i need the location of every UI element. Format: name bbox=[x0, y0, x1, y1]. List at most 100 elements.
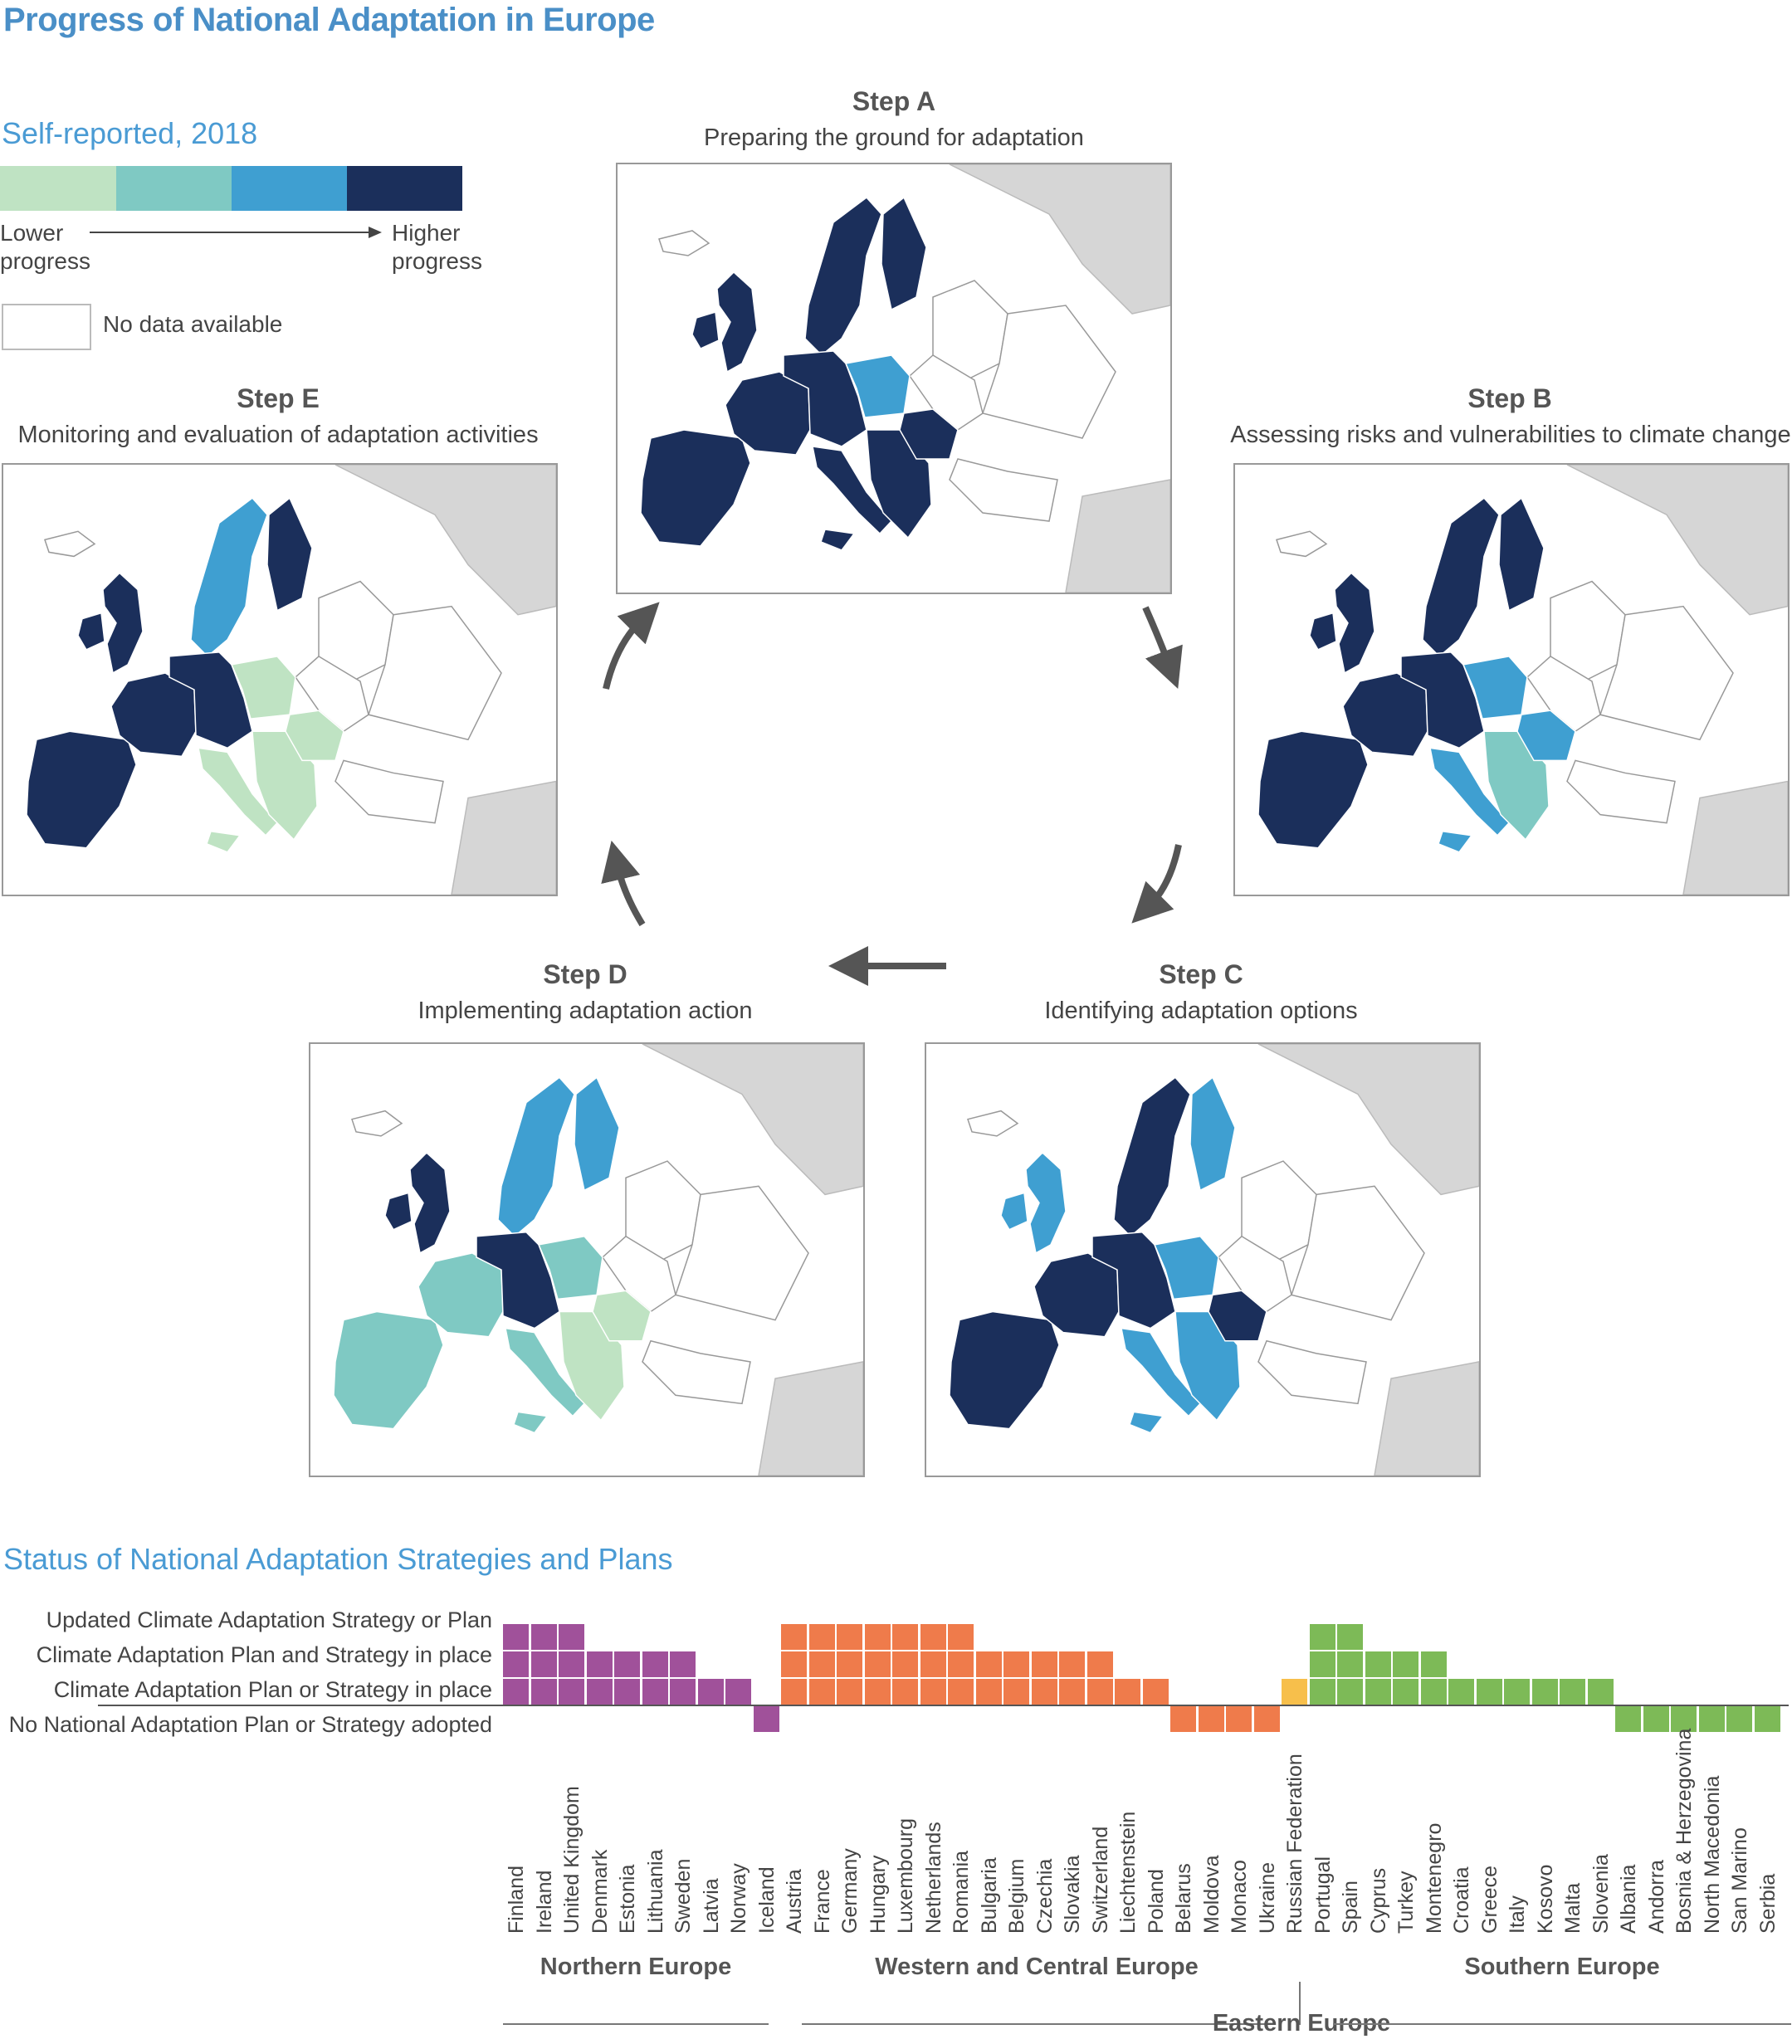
map-no-data-region bbox=[675, 1185, 809, 1321]
step-b-title: Step B bbox=[1467, 383, 1552, 413]
status-cell bbox=[1337, 1679, 1363, 1705]
country-label: Moldova bbox=[1199, 1855, 1223, 1934]
level-label-plan-and-strategy: Climate Adaptation Plan and Strategy in … bbox=[36, 1642, 492, 1667]
map-region-iberia bbox=[949, 1310, 1060, 1430]
country-label: Luxembourg bbox=[894, 1818, 917, 1934]
status-cell bbox=[1448, 1679, 1474, 1705]
status-cell bbox=[1086, 1679, 1113, 1705]
map-region-romania bbox=[1516, 710, 1576, 762]
country-label: Switzerland bbox=[1088, 1826, 1112, 1934]
status-cell bbox=[948, 1624, 974, 1650]
legend-lower-label: Lower progress bbox=[0, 220, 90, 274]
map-region-scandinavia bbox=[1113, 1076, 1191, 1237]
step-d-map bbox=[309, 1042, 865, 1477]
map-region-central bbox=[1091, 1231, 1176, 1329]
status-cell bbox=[920, 1651, 946, 1677]
status-cell bbox=[837, 1651, 862, 1677]
country-label: Iceland bbox=[754, 1866, 779, 1934]
status-cell bbox=[1337, 1624, 1363, 1650]
region-line-eastern bbox=[1299, 1982, 1301, 2025]
map-no-data-region bbox=[642, 1339, 751, 1405]
country-label: Ireland bbox=[532, 1870, 556, 1934]
page-title: Progress of National Adaptation in Europ… bbox=[3, 2, 655, 38]
country-label: Italy bbox=[1506, 1895, 1529, 1934]
status-cell-none bbox=[753, 1706, 779, 1732]
status-cell bbox=[559, 1679, 584, 1705]
level-label-none: No National Adaptation Plan or Strategy … bbox=[8, 1712, 492, 1737]
country-label: Malta bbox=[1561, 1882, 1584, 1934]
map-no-data-region bbox=[368, 605, 502, 741]
map-region-scandinavia bbox=[804, 196, 882, 357]
legend-no-data-label: No data available bbox=[103, 311, 283, 337]
status-cell bbox=[781, 1679, 807, 1705]
country-label: San Marino bbox=[1728, 1827, 1751, 1934]
status-cell-none bbox=[1615, 1706, 1641, 1732]
status-cell bbox=[864, 1651, 891, 1677]
status-cell bbox=[1003, 1651, 1029, 1677]
status-cell bbox=[725, 1679, 751, 1705]
status-cell bbox=[808, 1624, 835, 1650]
country-label: Poland bbox=[1144, 1869, 1168, 1934]
status-cell bbox=[586, 1679, 613, 1705]
map-region-finland bbox=[266, 496, 313, 612]
level-label-plan-or-strategy: Climate Adaptation Plan or Strategy in p… bbox=[53, 1677, 492, 1702]
cycle-arrows bbox=[601, 602, 1183, 986]
status-cell bbox=[670, 1651, 696, 1677]
map-region-scandinavia bbox=[497, 1076, 575, 1237]
map-region-iberia bbox=[640, 429, 751, 547]
legend-arrow bbox=[90, 227, 382, 238]
status-cell bbox=[1587, 1679, 1614, 1705]
status-cell bbox=[1282, 1679, 1307, 1705]
status-cell bbox=[808, 1679, 835, 1705]
step-b-subtitle: Assessing risks and vulnerabilities to c… bbox=[1230, 422, 1791, 448]
status-cell-none bbox=[1170, 1706, 1196, 1732]
status-cell bbox=[503, 1651, 529, 1677]
status-cell bbox=[837, 1624, 862, 1650]
map-iceland bbox=[658, 230, 710, 256]
map-region-italy bbox=[812, 446, 893, 551]
country-label: Andorra bbox=[1644, 1860, 1668, 1934]
country-label: Liechtenstein bbox=[1116, 1811, 1140, 1934]
status-cell bbox=[1560, 1679, 1585, 1705]
status-cell bbox=[920, 1624, 946, 1650]
status-cell bbox=[837, 1679, 862, 1705]
status-cell bbox=[586, 1651, 613, 1677]
status-cell bbox=[1393, 1651, 1418, 1677]
country-label: Croatia bbox=[1450, 1866, 1473, 1934]
status-cell bbox=[614, 1651, 640, 1677]
step-c-map bbox=[925, 1042, 1481, 1477]
status-cell bbox=[1115, 1679, 1140, 1705]
legend-no-data-swatch bbox=[2, 304, 91, 350]
arrow-a-to-b bbox=[1142, 606, 1183, 689]
status-cell-none bbox=[1698, 1706, 1725, 1732]
legend-swatch-1 bbox=[0, 166, 116, 211]
country-label: Ukraine bbox=[1255, 1861, 1279, 1934]
status-cell-none bbox=[1253, 1706, 1280, 1732]
status-cell bbox=[1420, 1679, 1447, 1705]
status-cell bbox=[1365, 1679, 1391, 1705]
status-cell bbox=[864, 1679, 891, 1705]
status-cell bbox=[1309, 1679, 1335, 1705]
map-region-romania bbox=[285, 710, 344, 762]
country-label: Serbia bbox=[1755, 1873, 1780, 1934]
status-cell bbox=[1420, 1651, 1447, 1677]
step-e-title: Step E bbox=[237, 383, 320, 413]
status-cell bbox=[1476, 1679, 1502, 1705]
map-region-british-isles bbox=[1000, 1151, 1067, 1255]
status-cell bbox=[1059, 1679, 1085, 1705]
status-cell-none bbox=[1726, 1706, 1752, 1732]
status-cell bbox=[614, 1679, 640, 1705]
step-e-subtitle: Monitoring and evaluation of adaptation … bbox=[17, 422, 539, 448]
country-label: Slovenia bbox=[1589, 1854, 1613, 1934]
step-d-subtitle: Implementing adaptation action bbox=[417, 998, 753, 1024]
map-region-finland bbox=[1498, 496, 1545, 612]
status-cell bbox=[1003, 1679, 1029, 1705]
country-label: Lithuania bbox=[643, 1849, 667, 1934]
region-line-western bbox=[802, 2023, 1272, 2025]
map-no-data-region bbox=[1599, 605, 1734, 741]
region-southern-label: Southern Europe bbox=[1464, 1954, 1660, 1980]
status-cell bbox=[1059, 1651, 1085, 1677]
map-region-finland bbox=[574, 1076, 620, 1192]
step-a-subtitle: Preparing the ground for adaptation bbox=[704, 124, 1084, 151]
country-label: Germany bbox=[838, 1848, 862, 1934]
